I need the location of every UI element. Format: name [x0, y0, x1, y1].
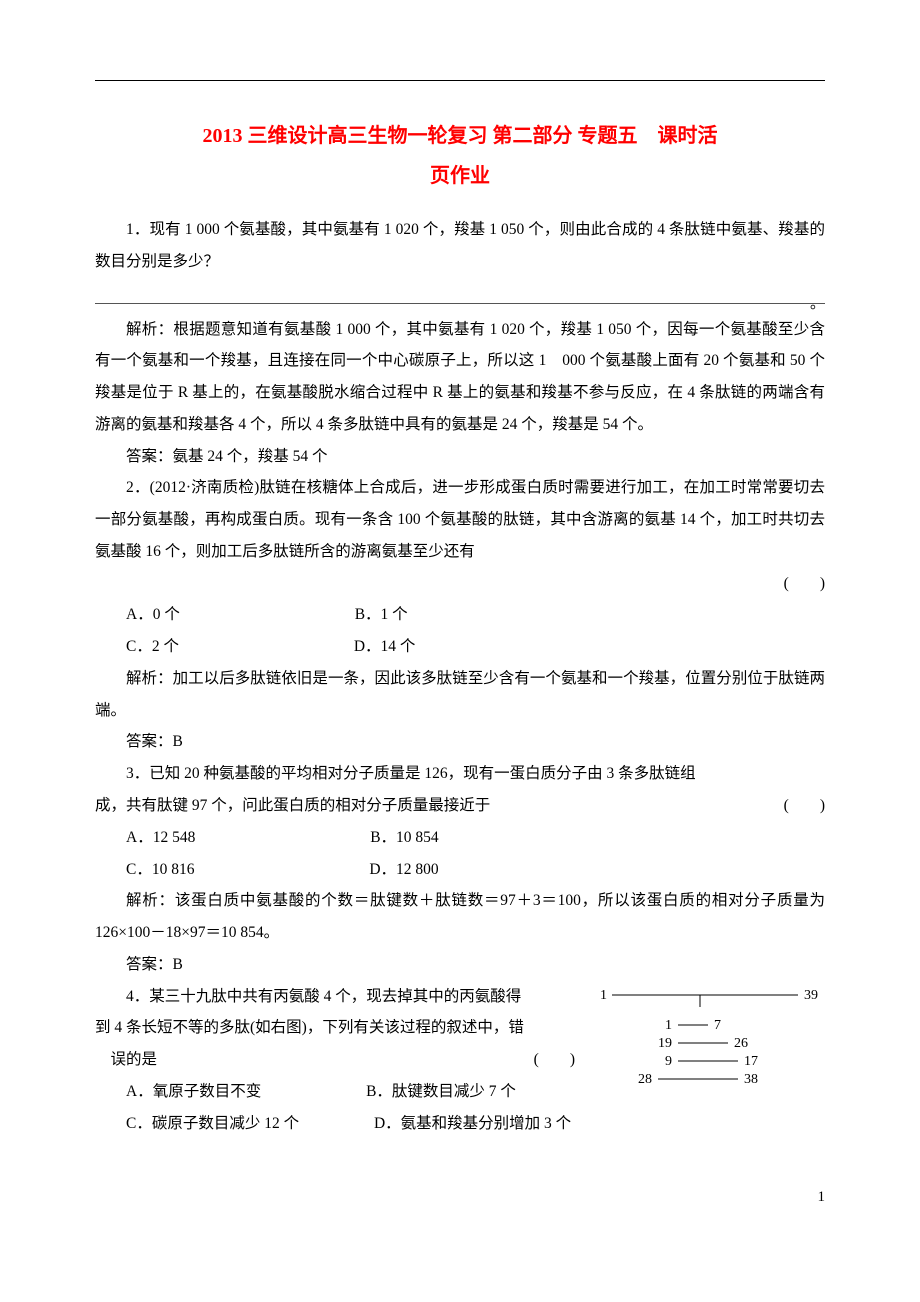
q3-stem-b-row: 成，共有肽键 97 个，问此蛋白质的相对分子质量最接近于 ( )	[95, 790, 825, 822]
page-number: 1	[95, 1189, 825, 1206]
q2-opt-b: B．1 个	[324, 599, 408, 631]
q4-opt-b: B．肽键数目减少 7 个	[335, 1076, 516, 1108]
q3-options-cd: C．10 816 D．12 800	[95, 854, 825, 886]
q4-diagram: 1 39 1 7 19 26 9 17 28 38	[600, 985, 825, 1095]
q4-opt-d: D．氨基和羧基分别增加 3 个	[343, 1108, 571, 1140]
answer-paren: ( )	[784, 790, 825, 822]
q4-options-ab: A．氧原子数目不变 B．肽键数目减少 7 个	[95, 1076, 575, 1108]
dg-r2a: 19	[658, 1036, 672, 1051]
period: 。	[810, 289, 825, 320]
q3-analysis: 解析：该蛋白质中氨基酸的个数＝肽键数＋肽链数＝97＋3＝100，所以该蛋白质的相…	[95, 885, 825, 949]
dg-n39: 39	[804, 988, 818, 1003]
dg-r1a: 1	[665, 1018, 672, 1033]
q1-answer: 答案：氨基 24 个，羧基 54 个	[95, 441, 825, 473]
answer-paren: ( )	[518, 1044, 575, 1076]
document-body: 1．现有 1 000 个氨基酸，其中氨基有 1 020 个，羧基 1 050 个…	[95, 214, 825, 1139]
q4-stem-l3: 误的是	[111, 1051, 158, 1068]
q4-text-block: 4．某三十九肽中共有丙氨酸 4 个，现去掉其中的丙氨酸得 到 4 条长短不等的多…	[95, 981, 575, 1140]
q3-answer: 答案：B	[95, 949, 825, 981]
document-title: 2013 三维设计高三生物一轮复习 第二部分 专题五 课时活 页作业	[95, 116, 825, 196]
q2-options-cd: C．2 个 D．14 个	[95, 631, 825, 663]
q3-stem-a: 3．已知 20 种氨基酸的平均相对分子质量是 126，现有一蛋白质分子由 3 条…	[95, 758, 825, 790]
q2-answer: 答案：B	[95, 726, 825, 758]
q2-stem: 2．(2012·济南质检)肽链在核糖体上合成后，进一步形成蛋白质时需要进行加工，…	[95, 472, 825, 567]
q2-opt-a: A．0 个	[126, 606, 180, 623]
q4-stem-l2: 到 4 条长短不等的多肽(如右图)，下列有关该过程的叙述中，错	[95, 1012, 575, 1044]
q3-opt-a: A．12 548	[126, 829, 195, 846]
q3-stem-b: 成，共有肽键 97 个，问此蛋白质的相对分子质量最接近于	[95, 797, 490, 814]
title-line-1: 2013 三维设计高三生物一轮复习 第二部分 专题五 课时活	[95, 116, 825, 156]
peptide-diagram-svg: 1 39 1 7 19 26 9 17 28 38	[600, 985, 825, 1095]
q4-container: 4．某三十九肽中共有丙氨酸 4 个，现去掉其中的丙氨酸得 到 4 条长短不等的多…	[95, 981, 825, 1140]
q4-opt-a: A．氧原子数目不变	[126, 1083, 261, 1100]
q1-stem: 1．现有 1 000 个氨基酸，其中氨基有 1 020 个，羧基 1 050 个…	[95, 214, 825, 278]
q1-analysis: 解析：根据题意知道有氨基酸 1 000 个，其中氨基有 1 020 个，羧基 1…	[95, 314, 825, 441]
answer-paren: ( )	[784, 568, 825, 600]
dg-r4b: 38	[744, 1072, 758, 1087]
dg-r3b: 17	[744, 1054, 758, 1069]
q2-options-ab: A．0 个 B．1 个	[95, 599, 825, 631]
q3-opt-d: D．12 800	[338, 854, 438, 886]
q4-stem-row3: 误的是 ( )	[95, 1044, 575, 1076]
q4-options-cd: C．碳原子数目减少 12 个 D．氨基和羧基分别增加 3 个	[95, 1108, 575, 1140]
q3-opt-c: C．10 816	[126, 861, 194, 878]
dg-r4a: 28	[638, 1072, 652, 1087]
q3-opt-b: B．10 854	[339, 822, 438, 854]
title-line-2: 页作业	[95, 156, 825, 196]
dg-r3a: 9	[665, 1054, 672, 1069]
q4-opt-c: C．碳原子数目减少 12 个	[126, 1115, 299, 1132]
q1-answer-blank: 。	[95, 286, 825, 304]
dg-r2b: 26	[734, 1036, 748, 1051]
q2-opt-c: C．2 个	[126, 638, 179, 655]
q3-options-ab: A．12 548 B．10 854	[95, 822, 825, 854]
dg-n1: 1	[600, 988, 607, 1003]
q4-stem-l1: 4．某三十九肽中共有丙氨酸 4 个，现去掉其中的丙氨酸得	[95, 981, 575, 1013]
q2-analysis: 解析：加工以后多肽链依旧是一条，因此该多肽链至少含有一个氨基和一个羧基，位置分别…	[95, 663, 825, 727]
dg-r1b: 7	[714, 1018, 721, 1033]
q2-opt-d: D．14 个	[323, 631, 416, 663]
header-rule	[95, 80, 825, 81]
